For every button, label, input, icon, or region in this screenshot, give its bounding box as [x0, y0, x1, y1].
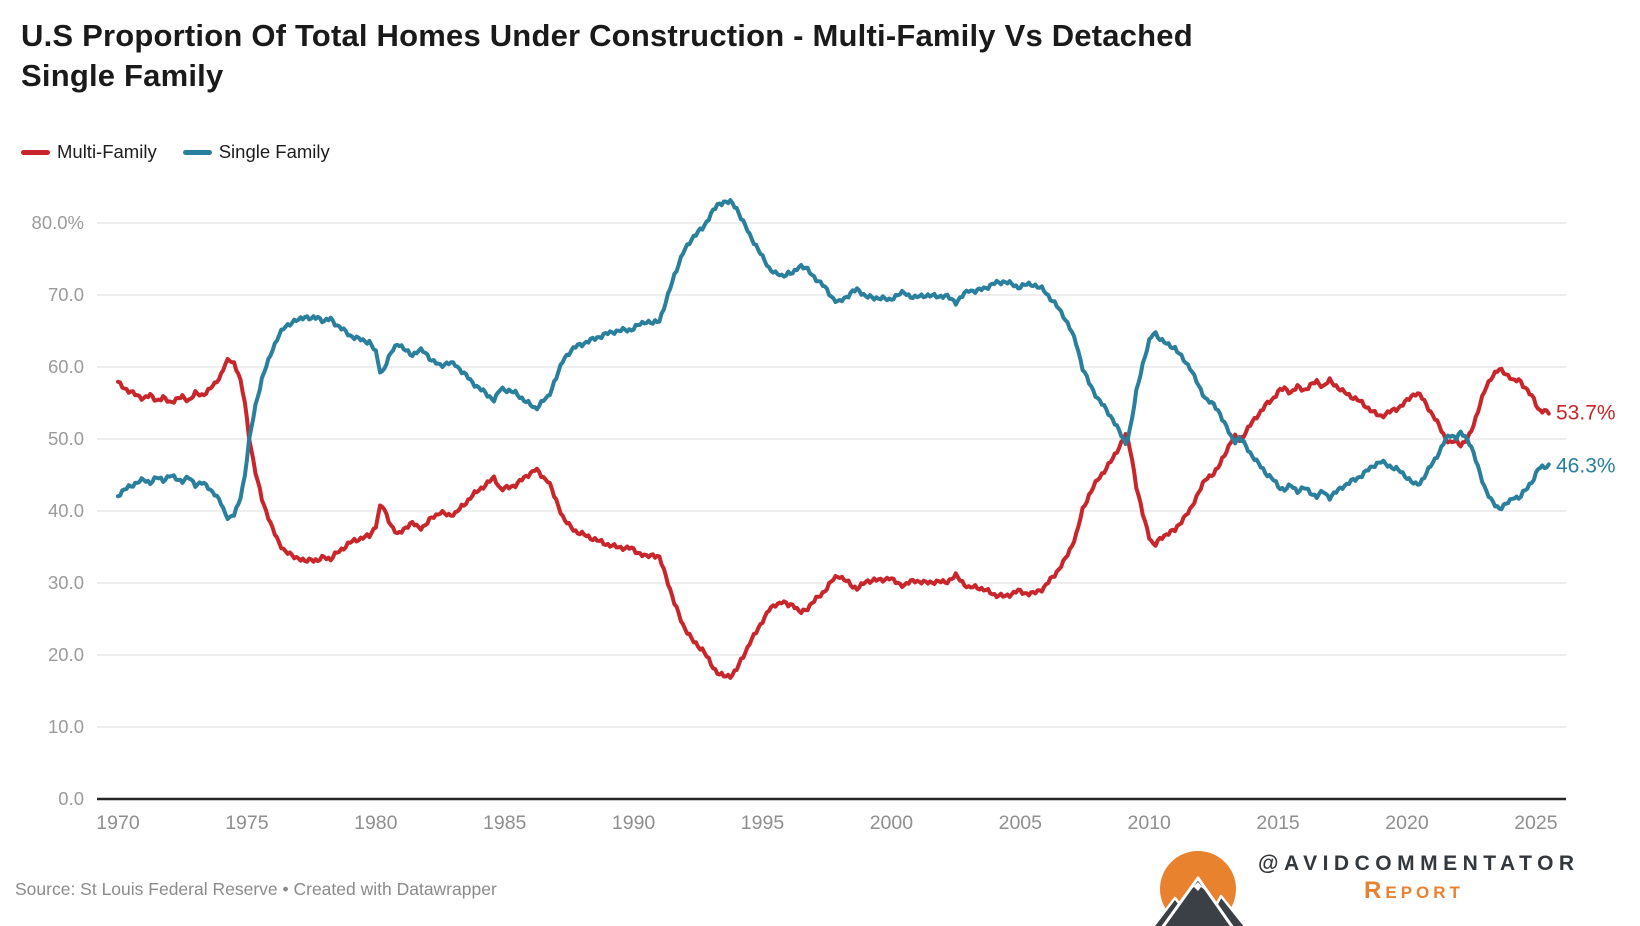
y-tick-label: 80.0% [32, 212, 84, 233]
x-tick-label: 1990 [612, 812, 656, 834]
y-tick-label: 50.0 [48, 428, 84, 449]
x-tick-label: 2010 [1128, 812, 1172, 834]
x-tick-label: 1975 [225, 812, 269, 834]
legend-item-multi-family: Multi-Family [21, 141, 157, 163]
x-tick-label: 2005 [999, 812, 1043, 834]
y-tick-label: 0.0 [58, 788, 84, 809]
y-tick-label: 10.0 [48, 716, 84, 737]
y-tick-label: 20.0 [48, 644, 84, 665]
single-family-swatch [182, 149, 212, 155]
y-tick-label: 70.0 [48, 284, 84, 305]
x-tick-label: 1970 [96, 812, 140, 834]
chart-title-line1: U.S Proportion Of Total Homes Under Cons… [21, 18, 1193, 53]
branding-block: @AVIDCOMMENTATOR Report [1258, 852, 1580, 904]
chart-legend: Multi-Family Single Family [21, 141, 330, 163]
y-tick-label: 30.0 [48, 572, 84, 593]
y-tick-label: 60.0 [48, 356, 84, 377]
x-tick-label: 1995 [741, 812, 785, 834]
legend-label-single-family: Single Family [218, 141, 330, 162]
x-tick-label: 2025 [1514, 812, 1558, 834]
end-label-single-family: 46.3% [1556, 455, 1616, 478]
x-tick-label: 2000 [870, 812, 914, 834]
chart-title: U.S Proportion Of Total Homes Under Cons… [21, 16, 1581, 96]
legend-item-single-family: Single Family [182, 141, 330, 163]
x-tick-label: 1985 [483, 812, 527, 834]
multi-family-swatch [21, 149, 50, 155]
mountain-sun-logo-icon [1152, 851, 1247, 926]
x-tick-label: 2020 [1385, 812, 1429, 834]
branding-handle: @AVIDCOMMENTATOR [1258, 852, 1580, 875]
y-tick-label: 40.0 [48, 500, 84, 521]
source-attribution: Source: St Louis Federal Reserve • Creat… [15, 879, 497, 899]
x-tick-label: 2015 [1256, 812, 1300, 834]
single-family-line [116, 198, 1551, 521]
chart-title-line2: Single Family [21, 58, 224, 93]
x-tick-label: 1980 [354, 812, 398, 834]
branding-sub: Report [1364, 877, 1464, 904]
multi-family-line [116, 357, 1551, 680]
legend-label-multi-family: Multi-Family [57, 141, 157, 162]
end-label-multi-family: 53.7% [1556, 401, 1616, 424]
